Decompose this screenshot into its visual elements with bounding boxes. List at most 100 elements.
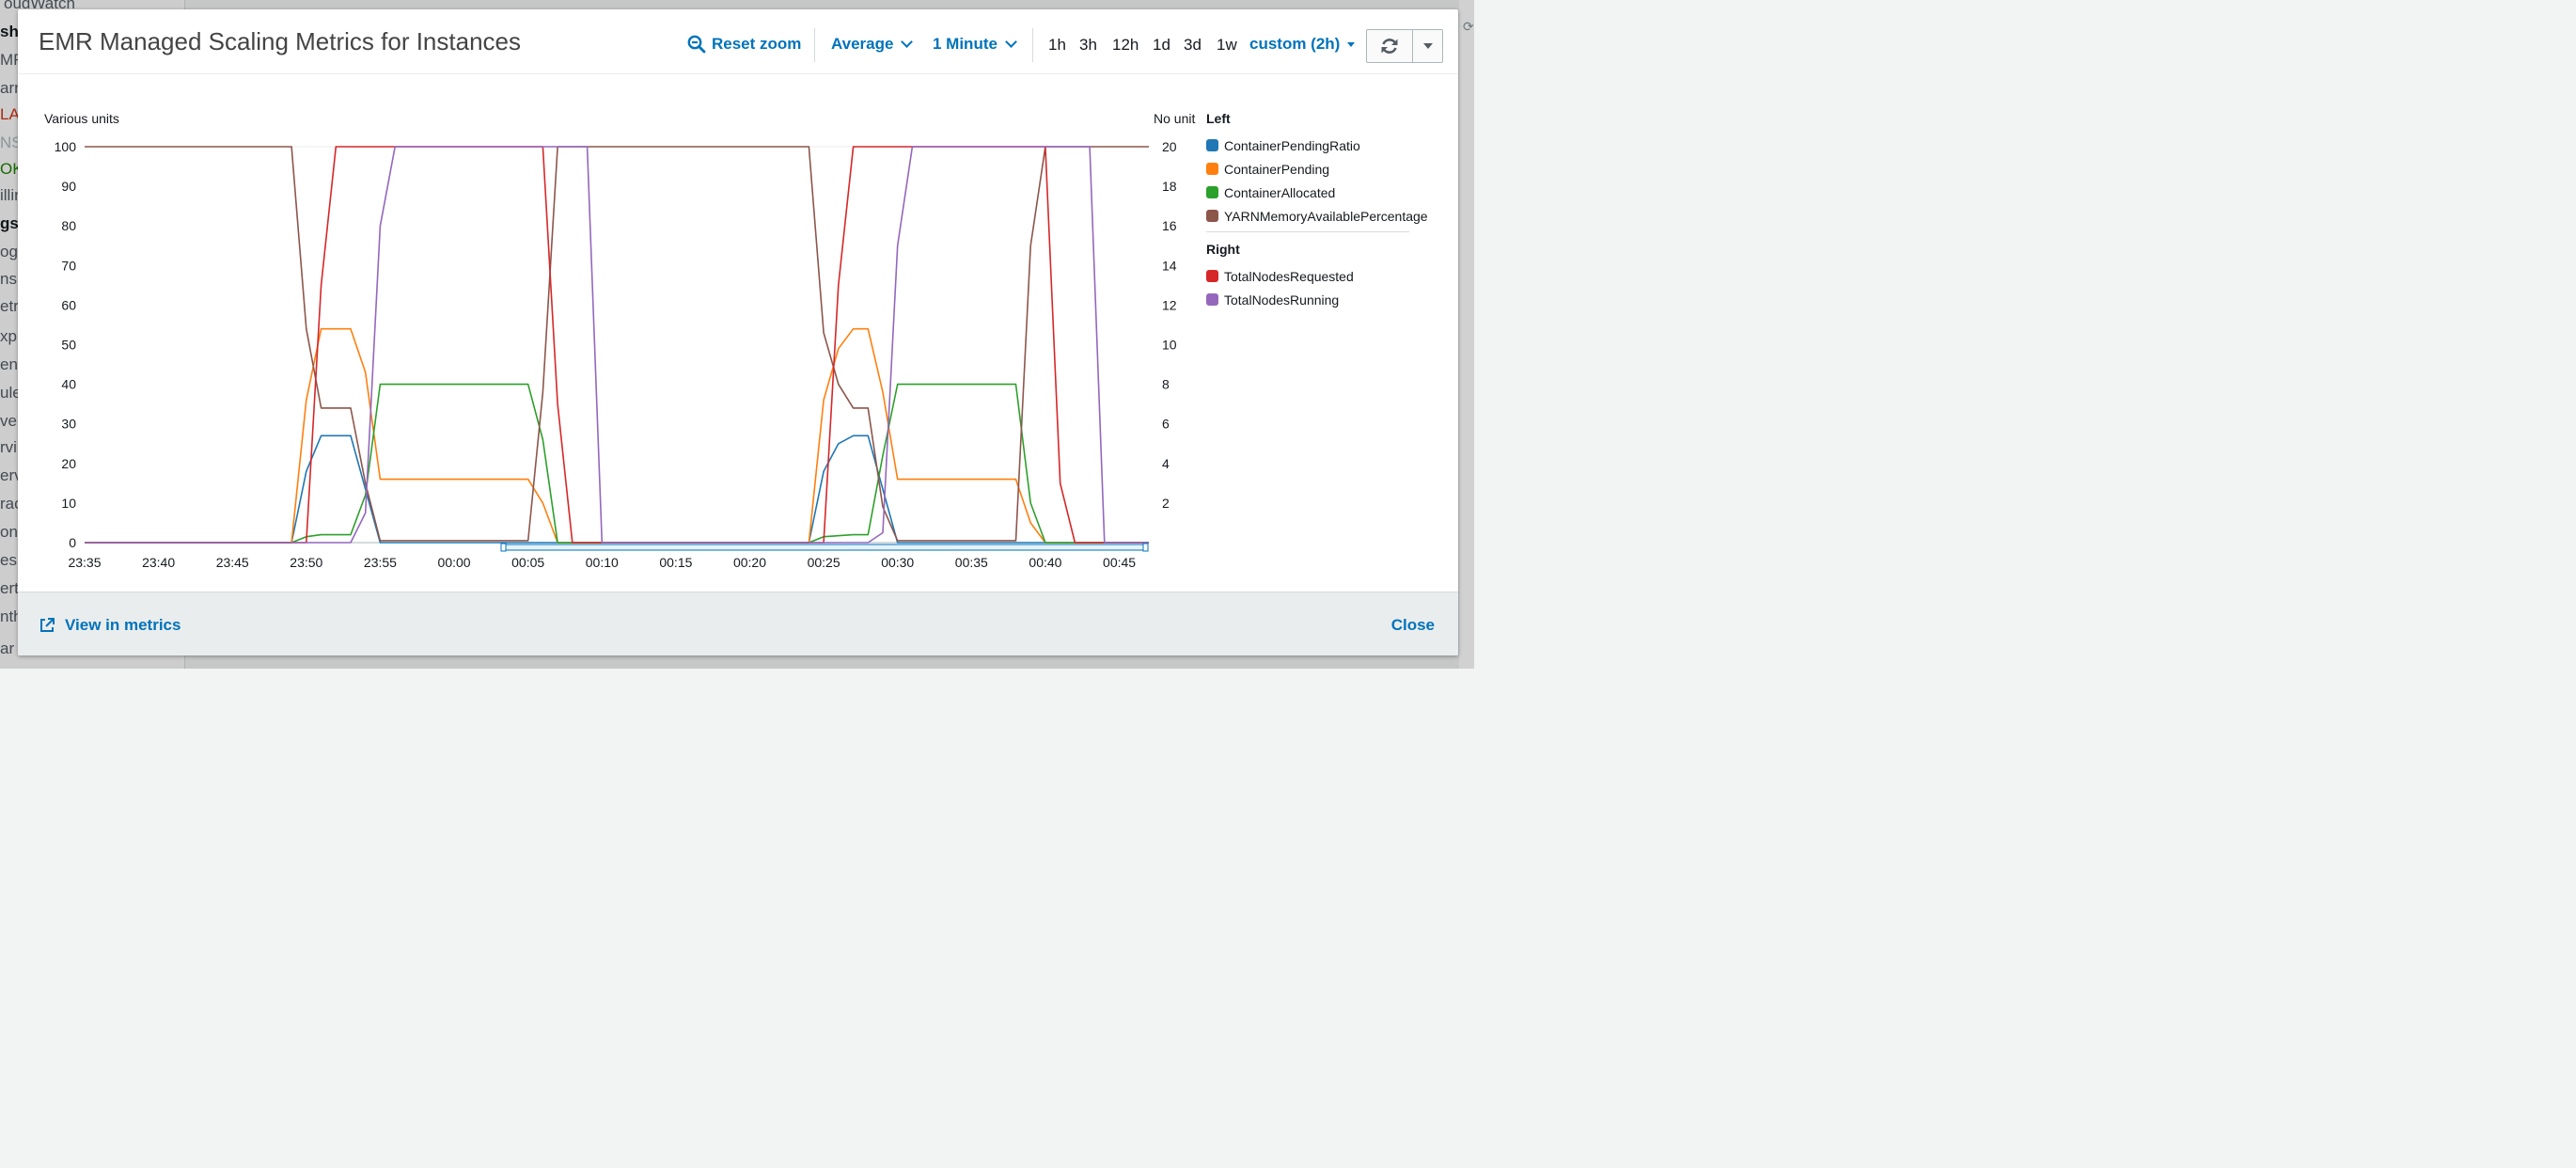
legend-swatch: [1206, 293, 1218, 306]
right-tick-label: 6: [1162, 417, 1170, 432]
modal-title: EMR Managed Scaling Metrics for Instance…: [39, 27, 521, 55]
x-tick-label: 00:10: [586, 555, 619, 570]
legend-swatch: [1206, 210, 1218, 222]
legend-label: ContainerPending: [1224, 161, 1330, 177]
background-nav-item: MF: [0, 51, 24, 69]
background-nav-item: LA: [0, 105, 20, 123]
background-nav-item: es: [0, 551, 17, 569]
background-refresh-icon: ⟳: [1463, 19, 1474, 34]
range-12h-button[interactable]: 12h: [1112, 36, 1139, 54]
refresh-button[interactable]: [1367, 30, 1413, 62]
legend-item[interactable]: YARNMemoryAvailablePercentage: [1206, 204, 1451, 228]
legend-item[interactable]: ContainerPending: [1206, 157, 1451, 181]
legend-item[interactable]: ContainerAllocated: [1206, 181, 1451, 204]
modal-header: EMR Managed Scaling Metrics for Instance…: [18, 9, 1458, 74]
background-nav-item: ule: [0, 384, 22, 402]
legend-swatch: [1206, 163, 1218, 175]
period-dropdown[interactable]: 1 Minute: [933, 35, 1017, 54]
x-tick-label: 23:45: [216, 555, 249, 570]
range-1h-button[interactable]: 1h: [1048, 36, 1066, 54]
background-nav-item: en: [0, 355, 18, 373]
background-nav-item: ar: [0, 639, 15, 657]
modal-footer: View in metrics Close: [18, 592, 1458, 655]
legend-label: ContainerAllocated: [1224, 184, 1336, 200]
refresh-options-dropdown[interactable]: [1413, 30, 1442, 62]
caret-down-icon: [1347, 41, 1356, 47]
right-tick-label: 10: [1162, 338, 1177, 353]
chart-legend: Left ContainerPendingRatio ContainerPendi…: [1206, 111, 1451, 311]
range-3d-button[interactable]: 3d: [1184, 36, 1202, 54]
legend-item[interactable]: ContainerPendingRatio: [1206, 134, 1451, 157]
x-tick-label: 23:40: [142, 555, 175, 570]
background-nav-item: illin: [0, 186, 24, 204]
brush-handle-left: [500, 543, 507, 552]
metrics-modal: EMR Managed Scaling Metrics for Instance…: [18, 9, 1458, 655]
legend-right-title: Right: [1206, 242, 1240, 257]
series-line-TotalNodesRequested: [85, 146, 1149, 544]
legend-item[interactable]: TotalNodesRunning: [1206, 288, 1451, 311]
background-nav-item: og: [0, 243, 18, 260]
statistic-label: Average: [831, 35, 894, 53]
background-nav-item: ve: [0, 412, 17, 430]
series-line-TotalNodesRunning: [85, 146, 1149, 544]
reset-zoom-button[interactable]: Reset zoom: [687, 35, 801, 54]
range-1d-button[interactable]: 1d: [1153, 36, 1170, 54]
background-nav-item: sh: [0, 23, 19, 40]
left-tick-label: 80: [61, 218, 76, 233]
left-tick-label: 20: [61, 456, 76, 471]
right-tick-label: 18: [1162, 179, 1177, 194]
left-axis-unit: Various units: [44, 111, 119, 126]
statistic-dropdown[interactable]: Average: [831, 35, 914, 54]
x-tick-label: 00:05: [511, 555, 544, 570]
external-link-icon: [40, 618, 55, 632]
series-line-ContainerPending: [85, 327, 1149, 544]
left-tick-label: 0: [69, 535, 76, 550]
zoom-out-icon: [687, 35, 706, 54]
left-tick-label: 100: [55, 139, 77, 154]
x-tick-label: 23:35: [68, 555, 101, 570]
header-divider: [814, 28, 815, 62]
right-tick-label: 16: [1162, 218, 1177, 233]
background-nav-item: erv: [0, 466, 23, 484]
background-nav-item: nth: [0, 608, 23, 625]
view-in-metrics-label: View in metrics: [65, 616, 181, 634]
header-divider: [1032, 28, 1033, 62]
background-nav-item: arn: [0, 79, 24, 97]
right-tick-label: 14: [1162, 258, 1177, 273]
x-tick-label: 00:45: [1103, 555, 1136, 570]
background-nav-item: rac: [0, 495, 23, 513]
refresh-icon: [1381, 39, 1398, 54]
range-3h-button[interactable]: 3h: [1079, 36, 1097, 54]
left-tick-label: 50: [61, 338, 76, 353]
legend-label: YARNMemoryAvailablePercentage: [1224, 208, 1428, 224]
brush-handle-right: [1142, 543, 1149, 552]
left-tick-label: 10: [61, 496, 76, 511]
background-nav-item: oudWatch: [4, 0, 75, 12]
background-nav-item: xp: [0, 327, 17, 345]
view-in-metrics-link[interactable]: View in metrics: [39, 616, 181, 635]
legend-swatch: [1206, 139, 1218, 151]
x-tick-label: 00:30: [881, 555, 914, 570]
right-tick-label: 2: [1162, 496, 1170, 511]
close-button[interactable]: Close: [1390, 616, 1435, 634]
legend-item[interactable]: TotalNodesRequested: [1206, 264, 1451, 288]
left-tick-label: 70: [61, 258, 76, 273]
custom-range-dropdown[interactable]: custom (2h): [1249, 35, 1356, 54]
x-tick-label: 23:50: [290, 555, 322, 570]
legend-label: TotalNodesRunning: [1224, 292, 1340, 308]
background-nav-item: OK: [0, 160, 24, 178]
legend-swatch: [1206, 270, 1218, 282]
background-nav-item: ont: [0, 523, 23, 541]
refresh-button-group: [1366, 29, 1443, 63]
caret-down-icon: [1422, 43, 1433, 49]
zoom-selection-brush: [502, 544, 1147, 551]
background-nav-item: gs: [0, 214, 19, 232]
background-nav-item: rvi: [0, 438, 17, 456]
x-tick-label: 00:40: [1029, 555, 1061, 570]
custom-range-label: custom (2h): [1249, 35, 1341, 53]
metrics-line-chart[interactable]: 0 10 20 30 40 50 60 70 80 90 100 2 4 6 8 10 12 14 16 18 20 23…: [18, 9, 1458, 592]
background-nav-item: ert: [0, 579, 19, 597]
range-1w-button[interactable]: 1w: [1217, 36, 1237, 54]
left-tick-label: 30: [61, 417, 76, 432]
x-tick-label: 00:00: [438, 555, 471, 570]
